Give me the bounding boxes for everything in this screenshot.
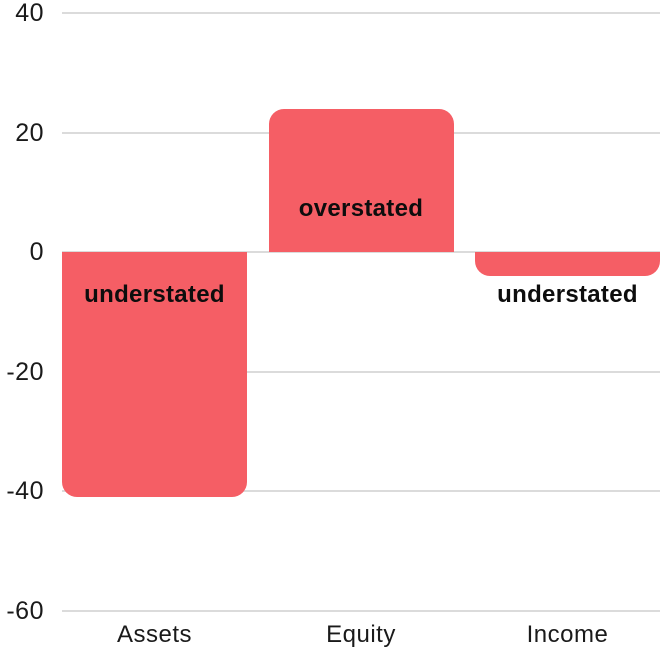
bar-value-label: overstated [298, 195, 424, 223]
x-axis-category-label: Income [526, 621, 609, 648]
x-axis-category-label: Assets [116, 621, 193, 648]
y-axis-tick-label: 20 [15, 118, 44, 147]
gridline [62, 370, 660, 373]
bar-income [475, 252, 660, 277]
gridline [62, 610, 660, 612]
bar-equity [268, 108, 454, 253]
y-axis-tick-label: -40 [6, 477, 44, 506]
bar-assets [62, 252, 247, 498]
gridline [62, 251, 660, 254]
gridline [62, 490, 660, 493]
gridline [62, 12, 660, 14]
y-axis-tick-label: 40 [15, 0, 44, 27]
y-axis-tick-label: 0 [29, 238, 44, 267]
y-axis-tick-label: -20 [6, 357, 44, 386]
bar-value-label: understated [84, 281, 225, 309]
bar-value-label: understated [497, 281, 638, 309]
y-axis-tick-label: -60 [6, 597, 44, 625]
x-axis-category-label: Equity [326, 621, 396, 648]
